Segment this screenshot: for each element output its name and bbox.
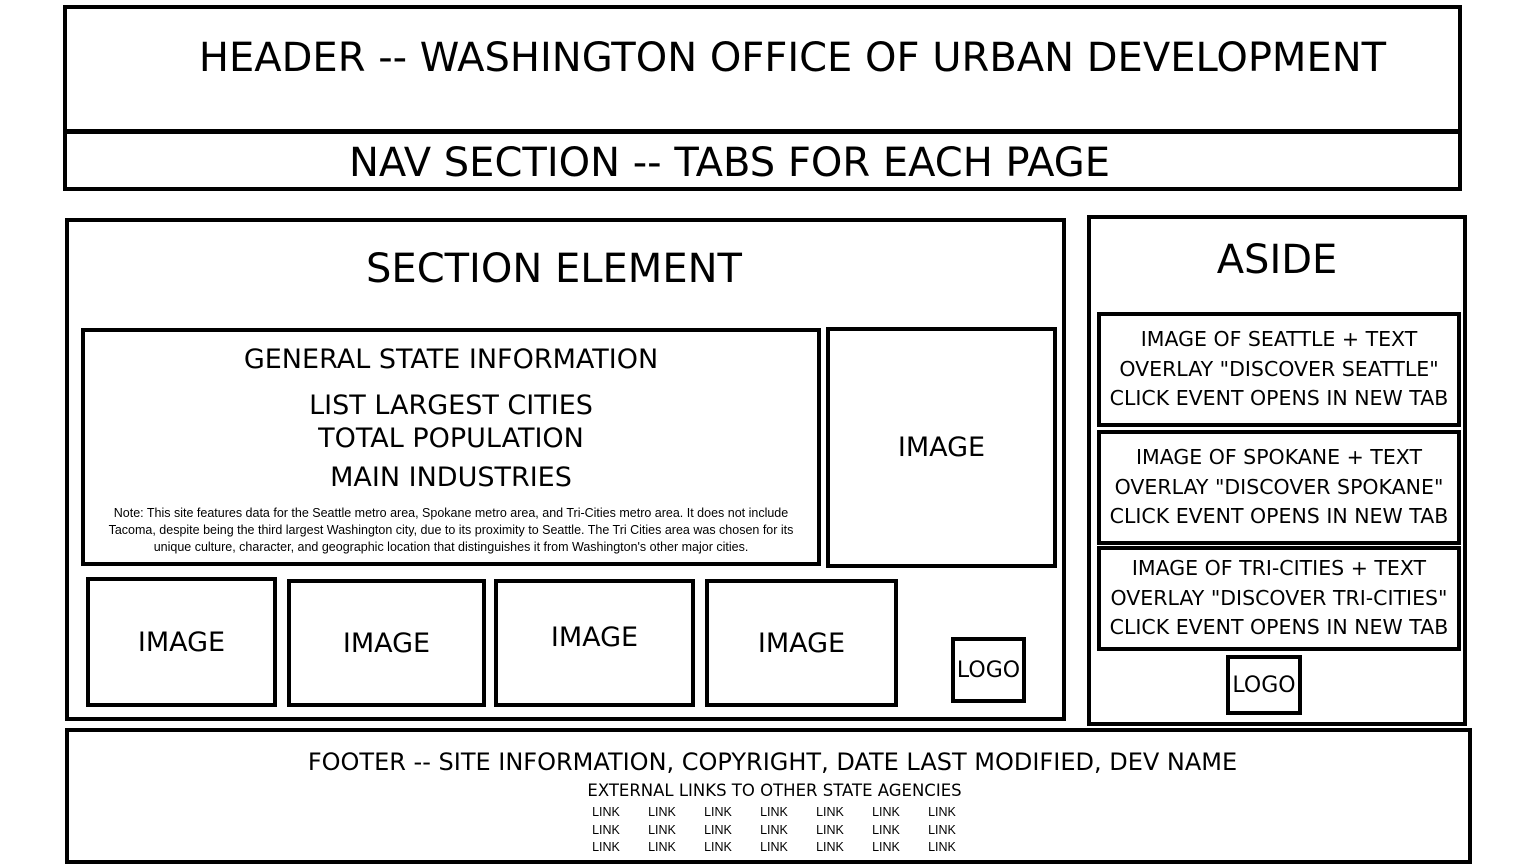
external-link[interactable]: LINK bbox=[648, 822, 676, 837]
card-line: OVERLAY "DISCOVER TRI-CITIES" bbox=[1110, 585, 1448, 610]
header-box: HEADER -- WASHINGTON OFFICE OF URBAN DEV… bbox=[63, 5, 1462, 133]
section-title: SECTION ELEMENT bbox=[366, 246, 742, 292]
external-link[interactable]: LINK bbox=[704, 840, 732, 854]
image-placeholder: IMAGE bbox=[86, 577, 277, 707]
external-link[interactable]: LINK bbox=[760, 805, 788, 819]
nav-box: NAV SECTION -- TABS FOR EACH PAGE bbox=[63, 130, 1462, 191]
image-placeholder: IMAGE bbox=[705, 579, 898, 707]
footer-subtitle: EXTERNAL LINKS TO OTHER STATE AGENCIES bbox=[587, 781, 962, 800]
header-title: HEADER -- WASHINGTON OFFICE OF URBAN DEV… bbox=[198, 35, 1387, 81]
info-line-main-industries: MAIN INDUSTRIES bbox=[330, 462, 572, 493]
external-link[interactable]: LINK bbox=[648, 805, 676, 819]
external-link[interactable]: LINK bbox=[928, 822, 956, 837]
card-line: OVERLAY "DISCOVER SEATTLE" bbox=[1119, 356, 1439, 381]
aside-logo: LOGO bbox=[1226, 655, 1302, 715]
card-line: IMAGE OF SPOKANE + TEXT bbox=[1135, 445, 1422, 470]
external-link[interactable]: LINK bbox=[592, 805, 620, 819]
external-link[interactable]: LINK bbox=[704, 822, 732, 837]
section-logo: LOGO bbox=[951, 637, 1026, 703]
info-note: Note: This site features data for the Se… bbox=[108, 506, 794, 554]
info-line-total-population: TOTAL POPULATION bbox=[318, 423, 584, 454]
external-link[interactable]: LINK bbox=[928, 805, 956, 819]
card-line: CLICK EVENT OPENS IN NEW TAB bbox=[1109, 386, 1449, 411]
card-text: IMAGE OF SPOKANE + TEXT OVERLAY "DISCOVE… bbox=[1110, 443, 1449, 532]
general-info-box: GENERAL STATE INFORMATION LIST LARGEST C… bbox=[81, 328, 821, 566]
image-label: IMAGE bbox=[757, 627, 846, 659]
external-link[interactable]: LINK bbox=[816, 805, 844, 819]
main-image-label: IMAGE bbox=[897, 432, 986, 463]
external-links-grid: LINK LINK LINK LINK LINK LINK LINK LINK … bbox=[578, 804, 970, 856]
external-link[interactable]: LINK bbox=[648, 840, 676, 854]
footer-box: FOOTER -- SITE INFORMATION, COPYRIGHT, D… bbox=[65, 728, 1472, 864]
logo-label: LOGO bbox=[956, 657, 1021, 683]
external-link[interactable]: LINK bbox=[704, 805, 732, 819]
image-label: IMAGE bbox=[342, 627, 431, 659]
general-info-title: GENERAL STATE INFORMATION bbox=[243, 344, 659, 375]
card-line: CLICK EVENT OPENS IN NEW TAB bbox=[1109, 615, 1449, 640]
external-link[interactable]: LINK bbox=[816, 822, 844, 837]
external-link[interactable]: LINK bbox=[872, 840, 900, 854]
external-link[interactable]: LINK bbox=[872, 805, 900, 819]
image-placeholder: IMAGE bbox=[494, 579, 695, 707]
image-placeholder: IMAGE bbox=[287, 579, 486, 707]
footer-title: FOOTER -- SITE INFORMATION, COPYRIGHT, D… bbox=[307, 748, 1238, 776]
card-text: IMAGE OF TRI-CITIES + TEXT OVERLAY "DISC… bbox=[1110, 554, 1449, 643]
external-link[interactable]: LINK bbox=[928, 840, 956, 854]
discover-spokane-card[interactable]: IMAGE OF SPOKANE + TEXT OVERLAY "DISCOVE… bbox=[1097, 430, 1461, 545]
external-link[interactable]: LINK bbox=[872, 822, 900, 837]
section-box: SECTION ELEMENT GENERAL STATE INFORMATIO… bbox=[65, 218, 1066, 721]
external-link[interactable]: LINK bbox=[760, 822, 788, 837]
aside-title: ASIDE bbox=[1216, 237, 1338, 283]
card-line: OVERLAY "DISCOVER SPOKANE" bbox=[1114, 474, 1444, 499]
card-line: IMAGE OF TRI-CITIES + TEXT bbox=[1131, 556, 1427, 581]
main-image-placeholder: IMAGE bbox=[826, 327, 1057, 568]
card-line: CLICK EVENT OPENS IN NEW TAB bbox=[1109, 504, 1449, 529]
info-line-largest-cities: LIST LARGEST CITIES bbox=[309, 390, 593, 421]
external-link[interactable]: LINK bbox=[760, 840, 788, 854]
logo-label: LOGO bbox=[1232, 672, 1296, 698]
card-text: IMAGE OF SEATTLE + TEXT OVERLAY "DISCOVE… bbox=[1110, 325, 1449, 414]
nav-title: NAV SECTION -- TABS FOR EACH PAGE bbox=[348, 140, 1110, 186]
external-link[interactable]: LINK bbox=[592, 822, 620, 837]
discover-seattle-card[interactable]: IMAGE OF SEATTLE + TEXT OVERLAY "DISCOVE… bbox=[1097, 312, 1461, 427]
external-link[interactable]: LINK bbox=[592, 840, 620, 854]
card-line: IMAGE OF SEATTLE + TEXT bbox=[1140, 327, 1418, 352]
aside-box: ASIDE IMAGE OF SEATTLE + TEXT OVERLAY "D… bbox=[1087, 215, 1467, 726]
image-label: IMAGE bbox=[137, 626, 226, 658]
external-link[interactable]: LINK bbox=[816, 840, 844, 854]
discover-tri-cities-card[interactable]: IMAGE OF TRI-CITIES + TEXT OVERLAY "DISC… bbox=[1097, 546, 1461, 651]
image-label: IMAGE bbox=[550, 621, 639, 653]
